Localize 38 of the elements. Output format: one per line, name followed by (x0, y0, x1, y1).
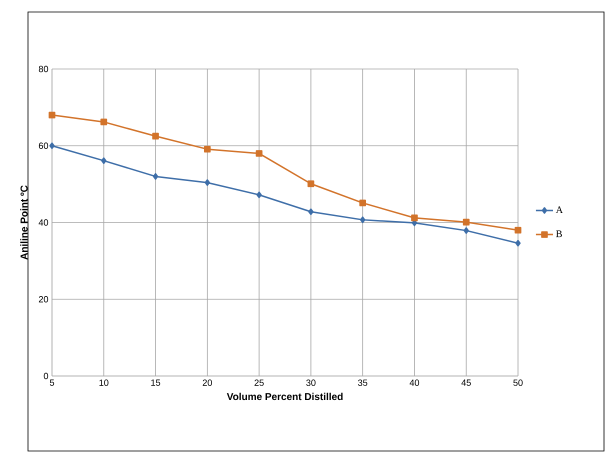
legend-label: B (556, 230, 562, 238)
point (100, 118, 108, 126)
point (48, 112, 56, 118)
point (204, 179, 210, 186)
point (464, 227, 469, 234)
x-tick-label: 15 (151, 380, 160, 386)
x-tick-label: 20 (202, 380, 212, 386)
x-tick-label: 30 (306, 380, 316, 386)
point (308, 208, 314, 216)
y-tick-label: 20 (38, 296, 48, 302)
point (101, 157, 106, 164)
point (515, 240, 521, 247)
x-tick-label: 5 (50, 380, 54, 386)
point (204, 146, 211, 153)
x-tick-label: 25 (254, 380, 264, 386)
point (256, 192, 262, 198)
y-tick-label: 60 (38, 142, 48, 149)
point (49, 142, 55, 150)
y-tick-label: 0 (44, 372, 48, 380)
y-tick-label: 80 (38, 66, 48, 72)
x-tick-label: 50 (513, 380, 523, 386)
point (411, 214, 418, 222)
legend-label: A (556, 206, 563, 214)
point (360, 216, 366, 224)
point (359, 200, 366, 206)
x-axis-title: Volume Percent Distilled (226, 392, 343, 400)
point (152, 173, 158, 180)
point (308, 180, 314, 188)
y-axis-title: Aniline Point ºC (20, 185, 28, 260)
point (462, 218, 470, 226)
y-tick-label: 40 (38, 219, 48, 226)
x-tick-label: 35 (358, 380, 368, 386)
point (514, 226, 522, 234)
x-tick-label: 40 (410, 380, 420, 386)
point (152, 132, 159, 140)
x-tick-label: 45 (461, 380, 471, 386)
point (256, 150, 262, 157)
x-tick-label: 10 (99, 380, 108, 386)
